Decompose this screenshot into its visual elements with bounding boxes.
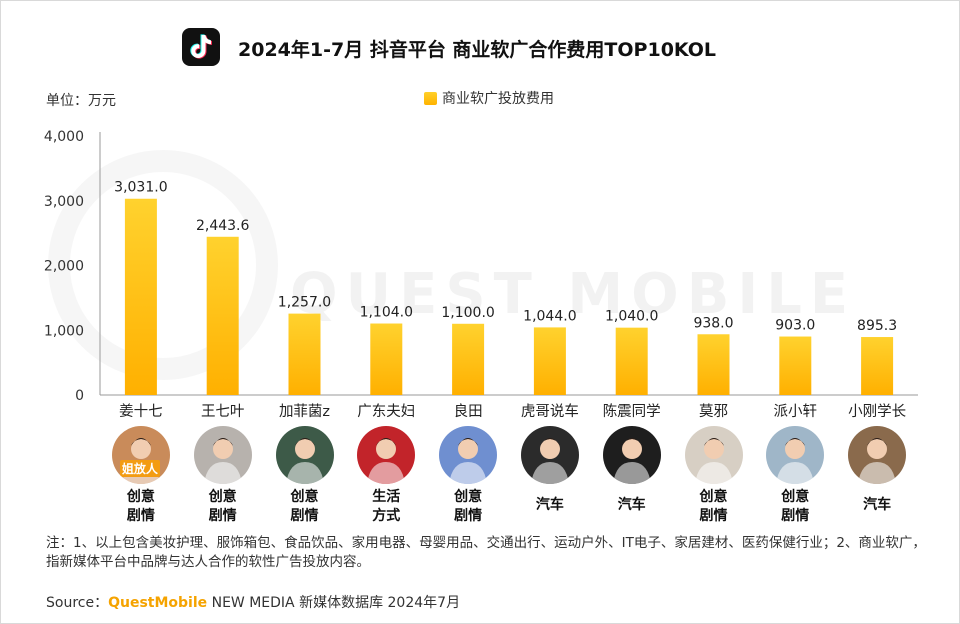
x-tick-label: 陈震同学	[603, 402, 661, 420]
source-rest: NEW MEDIA 新媒体数据库 2024年7月	[207, 595, 461, 611]
x-tick-label: 莫邪	[699, 403, 728, 420]
footnote: 注：1、以上包含美妆护理、服饰箱包、食品饮品、家用电器、母婴用品、交通出行、运动…	[46, 535, 926, 570]
avatar	[439, 426, 498, 484]
avatar	[848, 426, 907, 484]
kol-card: 汽车	[836, 426, 918, 515]
x-tick-label: 王七叶	[201, 403, 245, 420]
kol-card: 创意 剧情	[182, 426, 264, 526]
kol-category: 创意 剧情	[208, 489, 237, 524]
avatar	[520, 426, 579, 484]
avatar	[193, 426, 252, 484]
bar-chart: 0 1,000 2,000 3,000 4,000 3,031.0 姜十七 2,443.6 王…	[44, 129, 918, 420]
data-label: 3,031.0	[114, 180, 167, 196]
kol-card: 创意 剧情	[673, 426, 755, 526]
bar	[697, 334, 730, 395]
kol-category: 创意 剧情	[290, 489, 319, 524]
kol-category: 汽车	[535, 497, 564, 513]
data-label: 1,044.0	[523, 308, 576, 324]
x-tick-label: 姜十七	[119, 403, 163, 420]
kol-card: 姐放人 创意 剧情	[100, 426, 182, 526]
y-tick-label: 2,000	[44, 259, 84, 275]
data-label: 938.0	[693, 315, 733, 331]
y-tick-label: 1,000	[44, 323, 84, 339]
bar	[288, 313, 321, 395]
douyin-logo-icon	[182, 28, 220, 66]
source-prefix: Source：	[46, 595, 109, 611]
data-label: 1,040.0	[605, 309, 658, 325]
kol-category: 创意 剧情	[781, 489, 810, 524]
bar	[452, 323, 485, 395]
kol-category: 汽车	[863, 497, 892, 513]
x-tick-label: 派小轩	[774, 403, 818, 420]
kol-avatar-row: 姐放人 创意 剧情 创意 剧情 创意 剧情 生活 方式 创意 剧情 汽车 汽车 创意 剧情 创意 …	[98, 426, 918, 536]
kol-card: 汽车	[591, 426, 673, 515]
source-brand: QuestMobile	[108, 595, 208, 611]
y-tick-label: 0	[75, 388, 84, 404]
data-label: 895.3	[857, 318, 897, 334]
kol-category: 生活 方式	[372, 489, 401, 524]
avatar	[357, 426, 416, 484]
bar	[124, 198, 157, 395]
chart-title: 2024年1-7月 抖音平台 商业软广合作费用TOP10KOL	[238, 39, 717, 61]
kol-card: 创意 剧情	[754, 426, 836, 526]
bar	[370, 323, 403, 395]
data-label: 1,104.0	[360, 305, 413, 321]
data-label: 903.0	[775, 318, 815, 334]
data-label: 1,100.0	[441, 305, 494, 321]
x-tick-label: 小刚学长	[848, 403, 906, 420]
x-tick-label: 虎哥说车	[521, 403, 579, 420]
kol-category: 创意 剧情	[699, 489, 728, 524]
legend: 商业软广投放费用	[424, 88, 554, 108]
bar	[861, 337, 894, 395]
y-tick-label: 3,000	[44, 194, 84, 210]
y-tick-label: 4,000	[44, 129, 84, 145]
kol-card: 创意 剧情	[264, 426, 346, 526]
legend-swatch	[424, 91, 437, 105]
bar	[779, 336, 812, 395]
x-tick-label: 广东夫妇	[357, 403, 415, 420]
bar	[533, 327, 566, 395]
bar	[206, 236, 239, 395]
data-label: 1,257.0	[278, 295, 331, 311]
watermark: QUEST MOBILE	[290, 262, 857, 327]
kol-category: 汽车	[617, 497, 646, 513]
avatar: 姐放人	[111, 426, 170, 484]
avatar-badge: 姐放人	[119, 460, 160, 477]
kol-card: 汽车	[509, 426, 591, 515]
data-label: 2,443.6	[196, 218, 250, 234]
avatar	[275, 426, 334, 484]
source-line: Source：QuestMobile NEW MEDIA 新媒体数据库 2024…	[46, 592, 460, 612]
avatar	[766, 426, 825, 484]
legend-label: 商业软广投放费用	[442, 91, 554, 107]
avatar	[684, 426, 743, 484]
kol-card: 创意 剧情	[427, 426, 509, 526]
unit-label: 单位：万元	[46, 93, 116, 109]
avatar	[602, 426, 661, 484]
kol-card: 生活 方式	[345, 426, 427, 526]
kol-category: 创意 剧情	[454, 489, 483, 524]
x-tick-label: 良田	[454, 403, 483, 420]
bar	[615, 327, 648, 395]
x-tick-label: 加菲菌z	[279, 403, 330, 420]
kol-category: 创意 剧情	[126, 489, 155, 524]
